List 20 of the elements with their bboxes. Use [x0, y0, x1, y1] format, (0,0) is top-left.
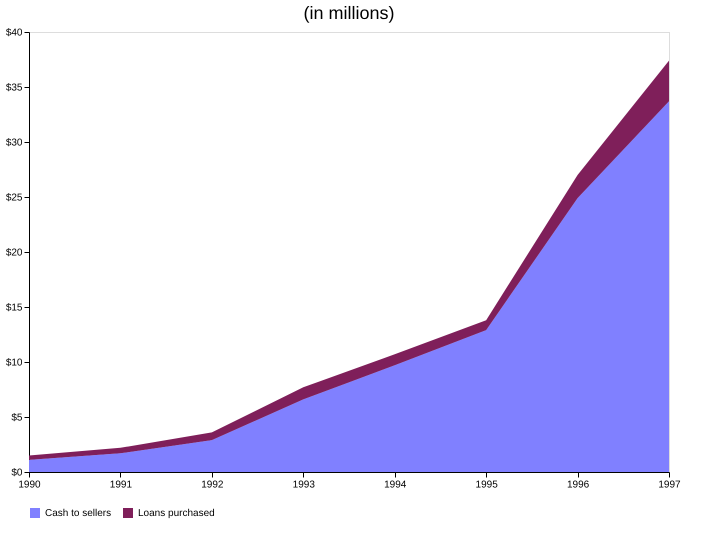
x-tick-label: 1990: [18, 480, 42, 490]
legend-label: Cash to sellers: [45, 508, 112, 519]
y-tick-label: $5: [11, 412, 23, 424]
x-tick-label: 1997: [658, 480, 682, 490]
x-tick-label: 1995: [476, 480, 498, 490]
chart-title: (in millions): [303, 3, 395, 23]
x-tick-label: 1994: [384, 480, 407, 490]
y-tick-label: $30: [6, 138, 23, 148]
x-tick-label: 1993: [292, 480, 316, 490]
y-tick-label: $20: [6, 248, 23, 258]
y-tick-label: $15: [6, 302, 23, 314]
y-tick-label: $35: [6, 82, 23, 94]
x-tick-label: 1992: [201, 480, 224, 490]
y-tick-label: $10: [6, 358, 23, 368]
y-tick-label: $40: [6, 28, 23, 38]
x-tick-label: 1996: [566, 480, 590, 490]
y-tick-label: $0: [11, 468, 23, 478]
y-tick-label: $25: [6, 192, 23, 204]
legend-label: Loans purchased: [138, 508, 215, 519]
x-tick-label: 1991: [110, 480, 132, 490]
